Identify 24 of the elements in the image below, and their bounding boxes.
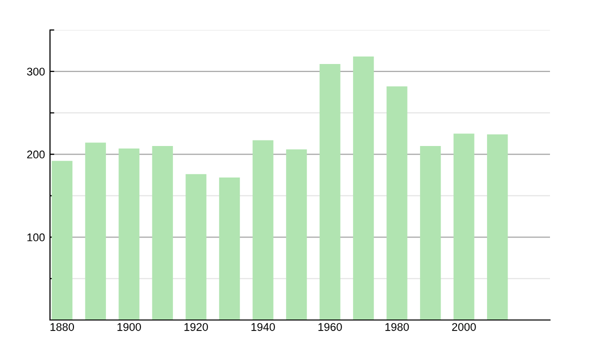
bar (454, 134, 474, 320)
x-tick-label: 1880 (50, 323, 74, 331)
x-tick-label: 2000 (452, 323, 476, 331)
bar (85, 142, 106, 320)
bar (52, 160, 72, 320)
bar (118, 148, 140, 320)
x-tick-label: 1900 (118, 323, 141, 331)
x-tick-label: 1960 (318, 323, 342, 331)
bar (320, 64, 340, 320)
bar (219, 177, 240, 320)
bar (487, 134, 508, 320)
x-tick-label: 1920 (184, 323, 208, 331)
y-tick-label: 100 (27, 233, 45, 242)
bar (386, 86, 408, 320)
bar (353, 56, 374, 320)
bar (186, 174, 206, 320)
bar (420, 146, 441, 320)
bar (152, 146, 173, 320)
bar (286, 149, 307, 320)
bar (252, 140, 274, 320)
y-tick-label: 300 (27, 68, 45, 76)
x-tick-label: 1980 (385, 323, 409, 331)
y-tick-label: 200 (27, 150, 45, 158)
x-tick-label: 1940 (251, 323, 275, 331)
